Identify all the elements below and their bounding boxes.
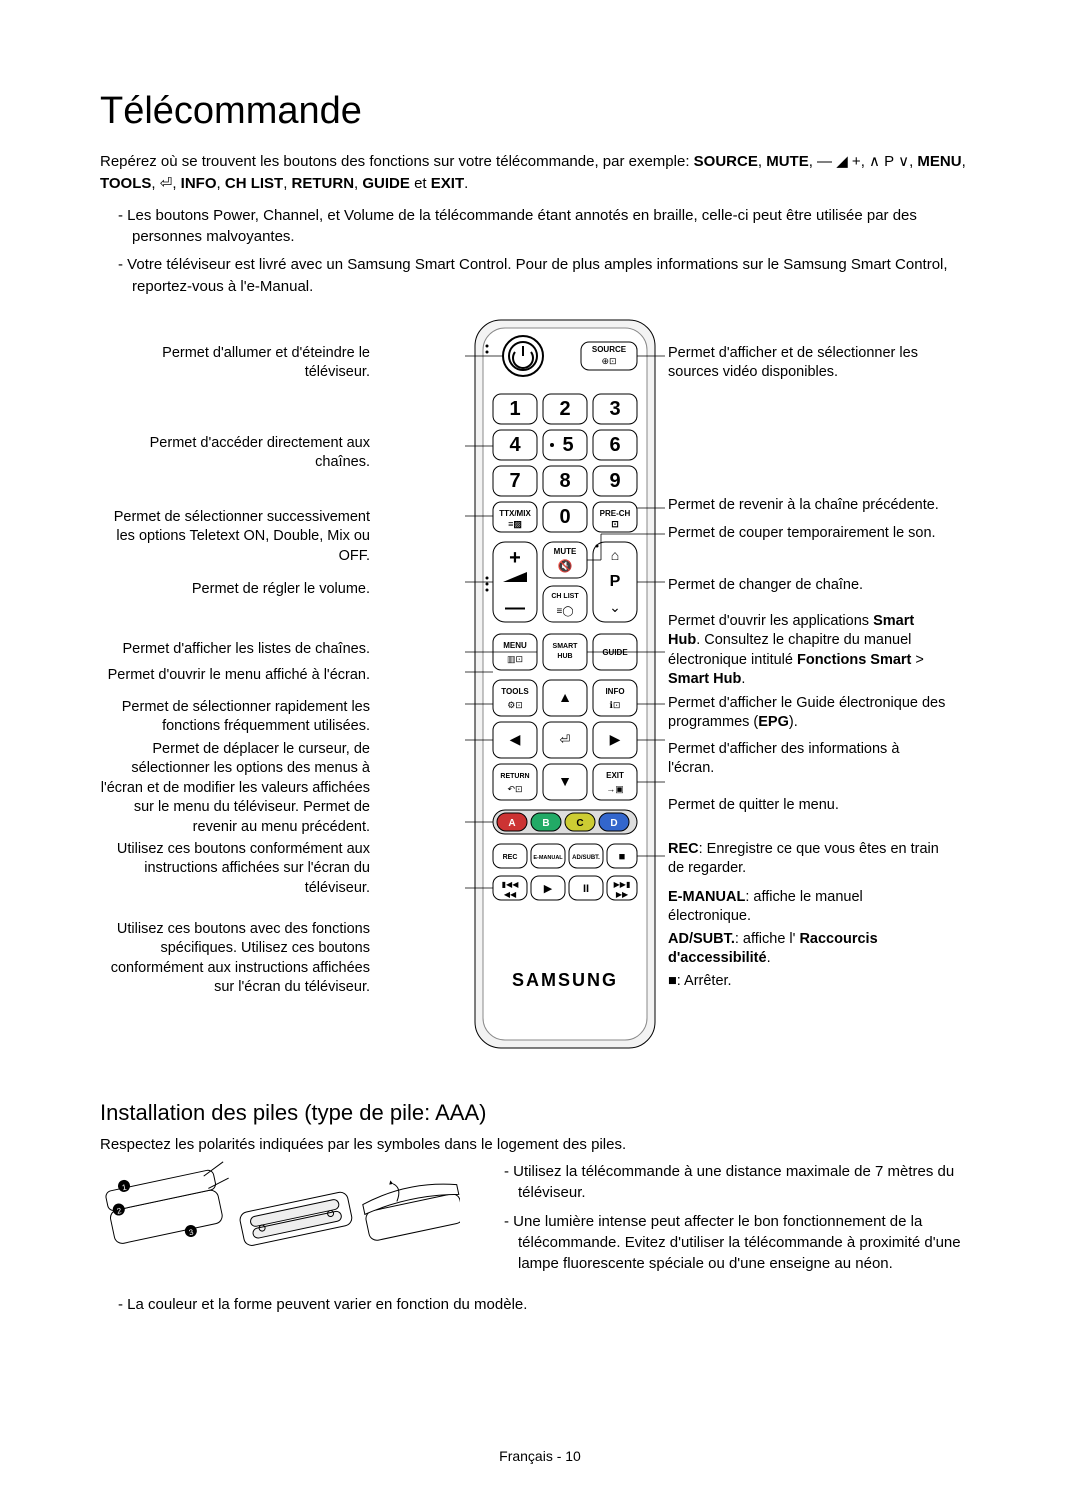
- svg-text:8: 8: [559, 470, 570, 492]
- svg-text:→▣: →▣: [606, 784, 624, 794]
- svg-text:MUTE: MUTE: [554, 547, 577, 556]
- svg-text:CH LIST: CH LIST: [551, 593, 579, 600]
- svg-text:≡◯: ≡◯: [556, 606, 573, 617]
- intro-paragraph: Repérez où se trouvent les boutons des f…: [100, 151, 980, 195]
- label-chlist: Permet d'afficher les listes de chaînes.: [100, 640, 370, 660]
- svg-text:▶: ▶: [544, 883, 553, 895]
- page-footer: Français - 10: [0, 1448, 1080, 1464]
- label-cursor: Permet de déplacer le curseur, de sélect…: [100, 740, 370, 838]
- label-channel: Permet de changer de chaîne.: [668, 576, 948, 596]
- label-stop: ■: Arrêter.: [668, 972, 948, 992]
- label-ttx: Permet de sélectionner successivement le…: [100, 508, 370, 567]
- svg-text:GUIDE: GUIDE: [602, 648, 628, 657]
- svg-text:P: P: [610, 573, 621, 590]
- label-info: Permet d'afficher des informations à l'é…: [668, 740, 948, 779]
- svg-text:▶▶: ▶▶: [616, 890, 629, 899]
- svg-text:↶⊡: ↶⊡: [507, 784, 522, 794]
- remote-diagram: Permet d'allumer et d'éteindre le télévi…: [100, 316, 980, 1076]
- label-prech: Permet de revenir à la chaîne précédente…: [668, 496, 948, 516]
- svg-text:II: II: [583, 883, 589, 895]
- battery-illustrations: 1 2 3: [100, 1161, 460, 1282]
- svg-text:≡▨: ≡▨: [508, 519, 522, 529]
- svg-text:⚙⊡: ⚙⊡: [507, 700, 523, 710]
- svg-text:REC: REC: [503, 854, 518, 861]
- svg-text:🔇: 🔇: [558, 559, 573, 573]
- svg-text:SOURCE: SOURCE: [592, 345, 627, 354]
- svg-text:▮◀◀: ▮◀◀: [502, 880, 520, 889]
- battery-note-item: Une lumière intense peut affecter le bon…: [504, 1211, 980, 1274]
- note-item: Les boutons Power, Channel, et Volume de…: [118, 205, 980, 249]
- svg-text:HUB: HUB: [557, 653, 572, 660]
- svg-text:⌂: ⌂: [611, 547, 619, 563]
- svg-text:A: A: [508, 818, 515, 829]
- svg-text:7: 7: [509, 470, 520, 492]
- label-adsubt: AD/SUBT.: affiche l' Raccourcis d'access…: [668, 930, 948, 969]
- svg-text:TOOLS: TOOLS: [501, 687, 529, 696]
- svg-text:⊡: ⊡: [611, 519, 619, 529]
- svg-text:⌄: ⌄: [609, 599, 621, 615]
- svg-text:B: B: [542, 818, 549, 829]
- color-shape-note: La couleur et la forme peuvent varier en…: [100, 1296, 980, 1313]
- label-power: Permet d'allumer et d'éteindre le télévi…: [100, 344, 370, 383]
- svg-text:1: 1: [509, 398, 520, 420]
- svg-text:SMART: SMART: [553, 643, 579, 650]
- label-mute: Permet de couper temporairement le son.: [668, 524, 948, 544]
- svg-text:4: 4: [509, 434, 521, 456]
- label-volume: Permet de régler le volume.: [100, 580, 370, 600]
- battery-notes: Utilisez la télécommande à une distance …: [484, 1161, 980, 1274]
- svg-text:6: 6: [609, 434, 620, 456]
- battery-note-item: Utilisez la télécommande à une distance …: [504, 1161, 980, 1203]
- remote-control-illustration: SOURCE ⊕⊡ 1 2 3 4 5 6 7 8 9 TTX/MIX≡▨ 0 …: [465, 316, 665, 1066]
- label-numbers: Permet d'accéder directement aux chaînes…: [100, 434, 370, 473]
- svg-text:+: +: [509, 547, 521, 569]
- svg-text:▶▶▮: ▶▶▮: [614, 880, 631, 889]
- svg-text:◀: ◀: [510, 731, 521, 747]
- svg-text:■: ■: [619, 851, 626, 863]
- svg-text:▲: ▲: [558, 689, 572, 705]
- label-tools: Permet de sélectionner rapidement les fo…: [100, 698, 370, 737]
- battery-paragraph: Respectez les polarités indiquées par le…: [100, 1136, 980, 1153]
- svg-text:5: 5: [562, 434, 573, 456]
- svg-text:⏎: ⏎: [560, 732, 571, 747]
- svg-text:—: —: [505, 597, 525, 619]
- svg-text:▶: ▶: [610, 731, 621, 747]
- svg-text:2: 2: [559, 398, 570, 420]
- svg-text:MENU: MENU: [503, 641, 527, 650]
- page-title: Télécommande: [100, 90, 980, 133]
- svg-text:INFO: INFO: [605, 687, 624, 696]
- svg-text:PRE-CH: PRE-CH: [600, 509, 631, 518]
- svg-text:TTX/MIX: TTX/MIX: [499, 509, 531, 518]
- svg-text:SAMSUNG: SAMSUNG: [512, 970, 618, 990]
- note-item: Votre téléviseur est livré avec un Samsu…: [118, 254, 980, 298]
- svg-text:D: D: [610, 818, 617, 829]
- svg-text:ℹ⊡: ℹ⊡: [610, 700, 621, 710]
- svg-text:C: C: [576, 818, 583, 829]
- label-media: Utilisez ces boutons avec des fonctions …: [100, 920, 370, 998]
- label-source: Permet d'afficher et de sélectionner les…: [668, 344, 948, 383]
- label-smarthub: Permet d'ouvrir les applications Smart H…: [668, 612, 948, 690]
- label-menu: Permet d'ouvrir le menu affiché à l'écra…: [100, 666, 370, 686]
- svg-text:⊕⊡: ⊕⊡: [601, 356, 616, 366]
- svg-text:AD/SUBT.: AD/SUBT.: [572, 855, 600, 861]
- notes-list: Les boutons Power, Channel, et Volume de…: [100, 205, 980, 298]
- svg-text:▥⊡: ▥⊡: [507, 654, 523, 664]
- svg-text:9: 9: [609, 470, 620, 492]
- svg-text:E-MANUAL: E-MANUAL: [533, 855, 563, 861]
- svg-text:◀◀: ◀◀: [504, 890, 517, 899]
- label-guide: Permet d'afficher le Guide électronique …: [668, 694, 948, 733]
- svg-text:▼: ▼: [558, 773, 572, 789]
- label-emanual: E-MANUAL: affiche le manuel électronique…: [668, 888, 948, 927]
- svg-text:0: 0: [559, 506, 570, 528]
- label-exit: Permet de quitter le menu.: [668, 796, 948, 816]
- label-rec: REC: Enregistre ce que vous êtes en trai…: [668, 840, 948, 879]
- svg-text:3: 3: [609, 398, 620, 420]
- svg-text:EXIT: EXIT: [606, 771, 624, 780]
- battery-heading: Installation des piles (type de pile: AA…: [100, 1100, 980, 1126]
- svg-text:RETURN: RETURN: [500, 773, 529, 780]
- label-abcd: Utilisez ces boutons conformément aux in…: [100, 840, 370, 899]
